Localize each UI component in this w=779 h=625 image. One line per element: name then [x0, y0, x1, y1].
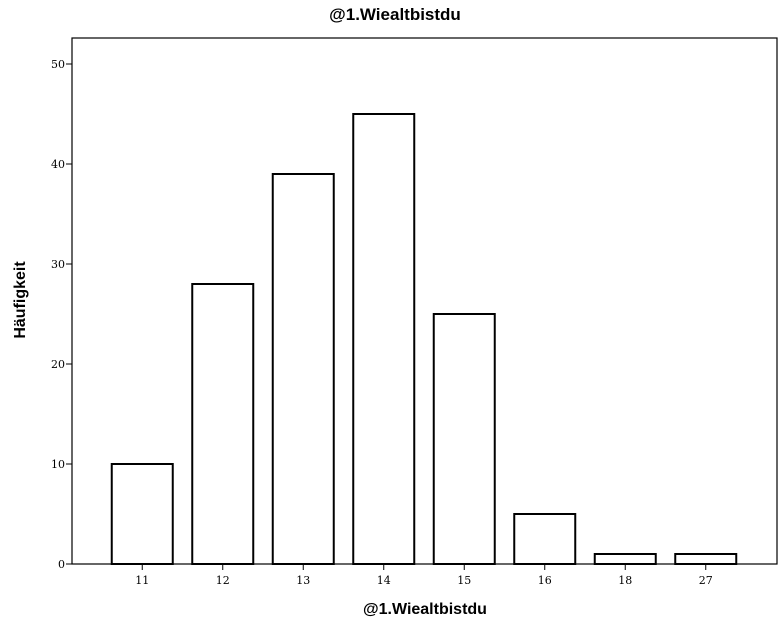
y-tick-label: 50: [51, 58, 65, 71]
x-axis-label: @1.Wiealtbistdu: [363, 601, 487, 618]
y-axis: 0 10 20 30 40 50: [51, 58, 72, 571]
y-axis-label: Häufigkeit: [12, 261, 29, 339]
x-tick-label: 27: [699, 574, 713, 587]
bars: [110, 113, 738, 565]
chart-title: @1.Wiealtbistdu: [329, 5, 461, 24]
bar-12: [191, 283, 255, 565]
bar-18: [593, 553, 657, 565]
bar-16: [513, 513, 577, 565]
x-tick-label: 18: [618, 574, 632, 587]
x-tick-label: 13: [296, 574, 310, 587]
x-tick-label: 15: [457, 574, 471, 587]
x-axis: 11 12 13 14 15 16 18 27: [135, 564, 713, 587]
y-tick-label: 40: [51, 158, 65, 171]
bar-11: [110, 463, 174, 565]
x-tick-label: 16: [538, 574, 552, 587]
bar-13: [271, 173, 335, 565]
x-tick-label: 12: [216, 574, 230, 587]
x-tick-label: 11: [135, 574, 149, 587]
y-tick-label: 0: [58, 558, 65, 571]
y-tick-label: 10: [51, 458, 65, 471]
plot-frame: [71, 37, 778, 565]
bar-27: [674, 553, 738, 565]
bar-15: [432, 313, 496, 565]
bar-14: [352, 113, 416, 565]
y-tick-label: 20: [51, 358, 65, 371]
y-tick-label: 30: [51, 258, 65, 271]
x-tick-label: 14: [377, 574, 391, 587]
